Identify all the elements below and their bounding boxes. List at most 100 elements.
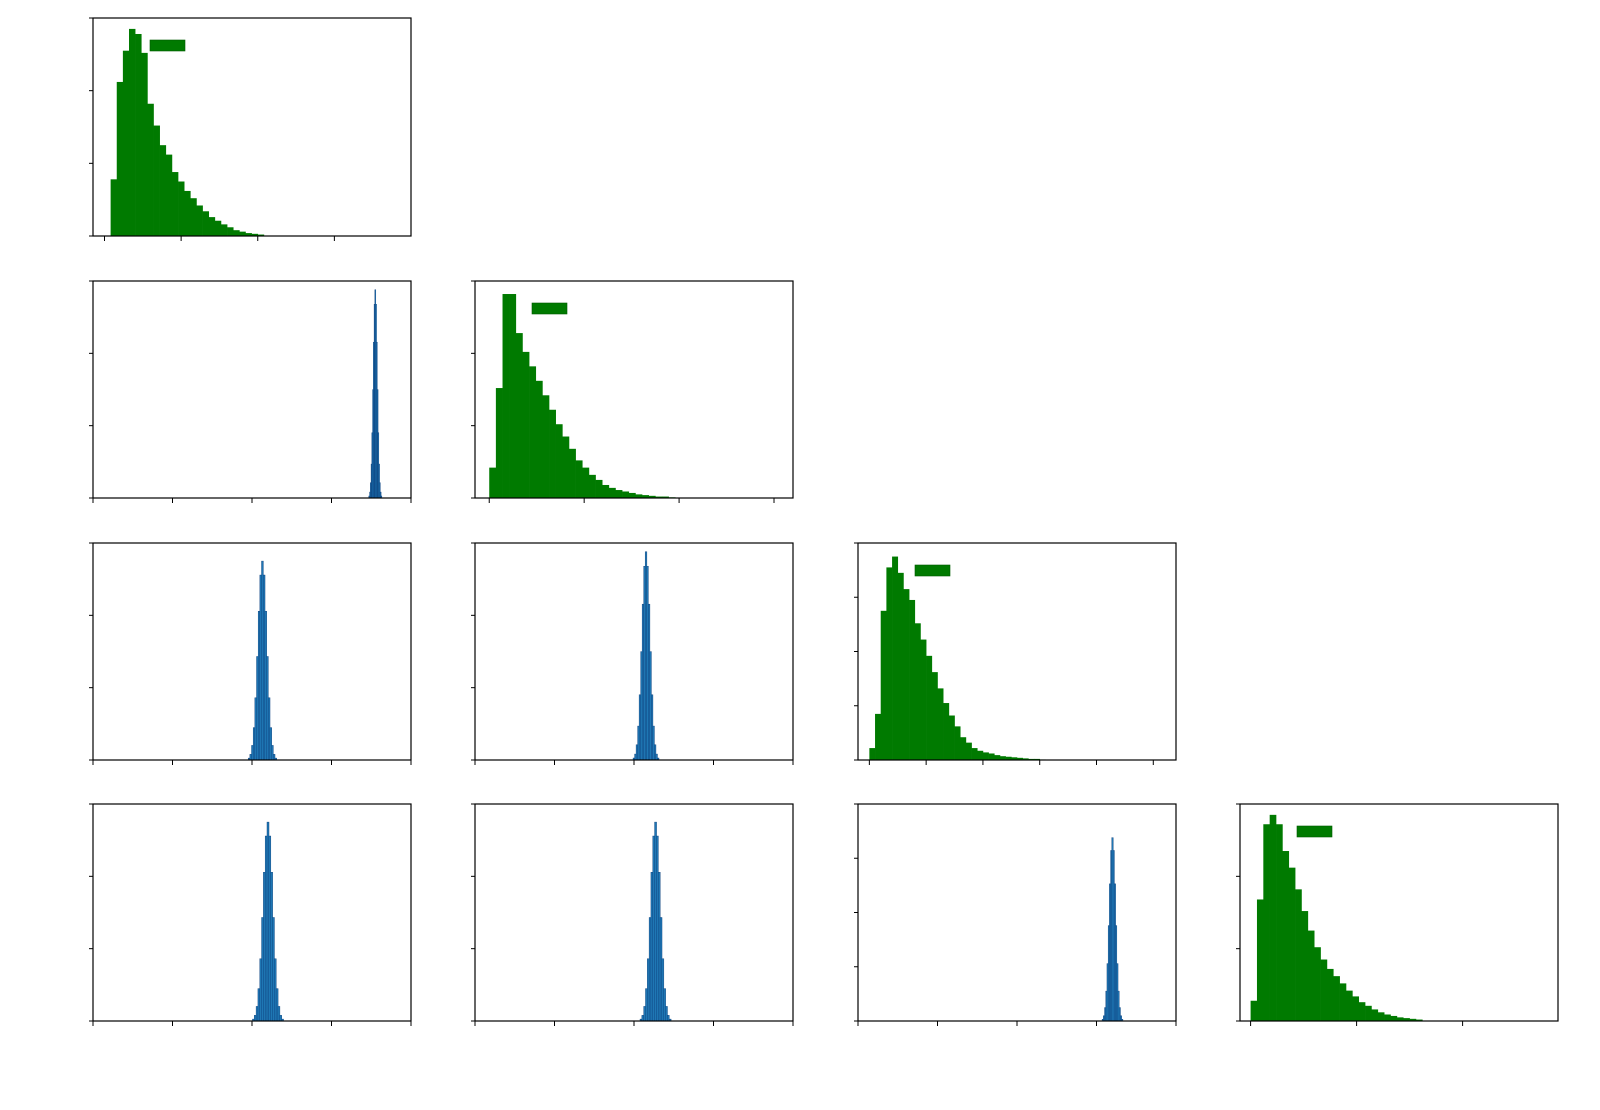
histogram-bar (141, 52, 148, 236)
axes-frame (857, 803, 1177, 1022)
histogram-bar (948, 715, 955, 760)
histogram-bar (1358, 1002, 1366, 1021)
histogram-bar (886, 567, 893, 760)
histogram-bar (178, 181, 185, 236)
histogram-bar (575, 460, 583, 498)
histogram-bar (1409, 1018, 1417, 1021)
histogram-bar (1314, 947, 1321, 1021)
histogram-bar (635, 494, 643, 498)
histogram-bar (999, 756, 1006, 760)
histogram-bar (214, 220, 222, 236)
histogram-bar (535, 380, 543, 498)
panel-r3-c2 (854, 803, 1177, 1026)
panel-r0-c0 (89, 17, 412, 241)
histogram-bar (1365, 1005, 1372, 1021)
histogram-bar (1282, 851, 1290, 1021)
histogram-bar (196, 205, 203, 236)
histogram-bar (602, 484, 610, 498)
histogram-bar (615, 490, 623, 498)
histogram-bar (931, 672, 938, 760)
histogram-bar (655, 496, 663, 498)
histogram-bar (1339, 983, 1347, 1021)
histogram-bar (251, 233, 259, 236)
histogram-bar (509, 294, 517, 498)
histogram-bar (1276, 824, 1283, 1021)
axes-frame (92, 17, 412, 237)
histogram-bar (988, 753, 995, 760)
histogram-bar (1371, 1009, 1379, 1021)
histogram-bar (245, 233, 252, 236)
histogram-bar (662, 496, 669, 498)
histogram-bar (1396, 1017, 1404, 1021)
histogram-bar (1263, 824, 1270, 1021)
histogram-bar (165, 154, 173, 236)
histogram-bar (227, 227, 234, 236)
histogram-bar (977, 750, 984, 760)
histogram-bar (1320, 959, 1328, 1021)
axes-frame (1239, 803, 1559, 1022)
histogram-bar (1017, 757, 1023, 760)
axes-frame (474, 803, 794, 1022)
panel-r1-c1 (471, 280, 794, 503)
histogram-bar (1390, 1015, 1398, 1021)
histogram-bar (190, 198, 197, 236)
histogram-bar (515, 333, 523, 498)
histogram-bar (1346, 990, 1353, 1021)
panel-r2-c2 (854, 542, 1177, 765)
histogram-bar (960, 737, 967, 760)
histogram-bar (202, 211, 210, 236)
histogram-bar (1415, 1019, 1423, 1021)
panel-r3-c3 (1236, 803, 1559, 1026)
histogram-bar (542, 395, 550, 498)
panel-r3-c0 (89, 803, 412, 1026)
histogram-bar (588, 474, 596, 498)
histogram-bar (869, 748, 876, 760)
histogram-bar (220, 224, 228, 236)
axes-frame (92, 542, 412, 761)
histogram-bar (1352, 996, 1360, 1021)
histogram-bar (159, 145, 167, 236)
histogram-bar (965, 742, 972, 760)
histogram-bar (903, 589, 910, 760)
histogram-bar (129, 28, 136, 237)
histogram-bar (880, 610, 887, 760)
histogram-bar (110, 179, 118, 236)
histogram-bar (555, 424, 563, 498)
histogram-bar (1005, 756, 1012, 760)
histogram-bar (937, 688, 944, 760)
histogram-bar (549, 409, 556, 498)
histogram-bar (184, 190, 191, 236)
panel-r3-c1 (471, 803, 794, 1026)
histogram-bar (1377, 1012, 1385, 1021)
histogram-bar (568, 448, 576, 498)
histogram-bar (495, 388, 503, 498)
histogram-bar (1326, 968, 1334, 1021)
histogram-bar (1301, 911, 1309, 1021)
histogram-bar (208, 217, 216, 236)
histogram-bar (608, 487, 616, 498)
histogram-bar (954, 726, 961, 760)
histogram-bar (153, 125, 160, 236)
histogram-bar (1288, 867, 1296, 1021)
panel-r2-c1 (471, 542, 794, 765)
axes-frame (474, 280, 794, 499)
histogram-bar (1011, 757, 1018, 760)
histogram-bar (582, 467, 590, 498)
histogram-bar (926, 655, 933, 760)
histogram-bar (529, 366, 537, 498)
histogram-bar (920, 639, 927, 760)
histogram-bar (233, 230, 240, 236)
histogram-bar (239, 231, 246, 236)
histogram-bar (994, 755, 1001, 760)
histogram-bar (892, 556, 899, 760)
histogram-bar (1250, 1000, 1258, 1021)
histogram-bar (1256, 899, 1264, 1021)
histogram-bar (1307, 930, 1315, 1021)
histogram-bar (628, 492, 636, 498)
histogram-bar (171, 172, 179, 236)
panel-r1-c0 (89, 280, 412, 503)
histogram-bar (1384, 1014, 1391, 1021)
histogram-bar (914, 623, 921, 760)
legend-swatch (149, 39, 186, 52)
